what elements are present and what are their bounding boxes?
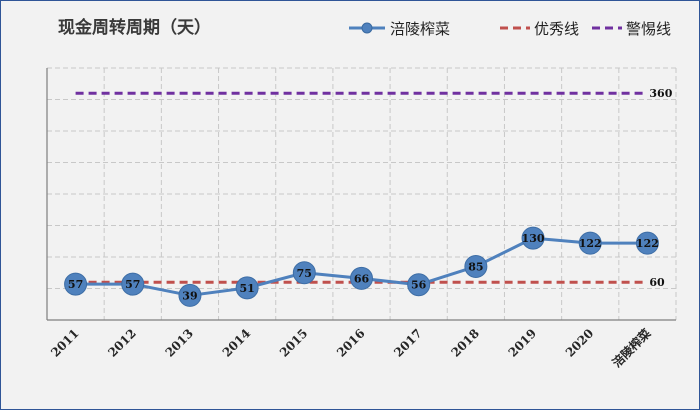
legend-label: 警惕线: [626, 20, 671, 38]
x-tick-label: 2015: [277, 326, 311, 360]
x-tick-label: 2019: [506, 326, 540, 360]
data-label: 130: [522, 232, 545, 245]
data-label: 56: [411, 279, 427, 292]
chart-title: 现金周转周期（天）: [58, 17, 211, 38]
data-point: [292, 261, 316, 285]
x-tick-label: 2016: [334, 326, 368, 360]
x-tick-label: 2018: [448, 326, 482, 360]
x-tick-label: 2014: [220, 326, 254, 360]
x-tick-label: 涪陵榨菜: [609, 326, 654, 371]
data-point: [64, 272, 88, 296]
data-label: 122: [579, 237, 602, 250]
data-label: 85: [468, 260, 483, 273]
reference-line-label: 360: [649, 87, 672, 100]
data-point: [464, 254, 488, 278]
x-tick-label: 2013: [163, 326, 197, 360]
data-point: [178, 283, 202, 307]
data-label: 39: [182, 289, 197, 302]
data-point: [121, 272, 145, 296]
reference-line-label: 60: [649, 276, 665, 289]
data-point: [407, 273, 431, 297]
data-label: 57: [125, 278, 140, 291]
data-point: [521, 226, 545, 250]
data-label: 122: [636, 237, 659, 250]
data-point: [635, 231, 659, 255]
legend-label: 涪陵榨菜: [390, 20, 450, 38]
x-tick-label: 2011: [48, 326, 82, 360]
data-point: [578, 231, 602, 255]
x-tick-label: 2020: [563, 326, 597, 360]
x-tick-label: 2017: [391, 326, 425, 360]
legend-label: 优秀线: [534, 20, 579, 38]
x-tick-label: 2012: [105, 326, 139, 360]
data-label: 75: [297, 267, 312, 280]
data-label: 57: [68, 278, 83, 291]
data-label: 66: [354, 272, 370, 285]
legend-marker-swatch: [361, 22, 373, 34]
data-point: [350, 266, 373, 290]
data-label: 51: [239, 282, 254, 295]
data-point: [235, 276, 259, 300]
